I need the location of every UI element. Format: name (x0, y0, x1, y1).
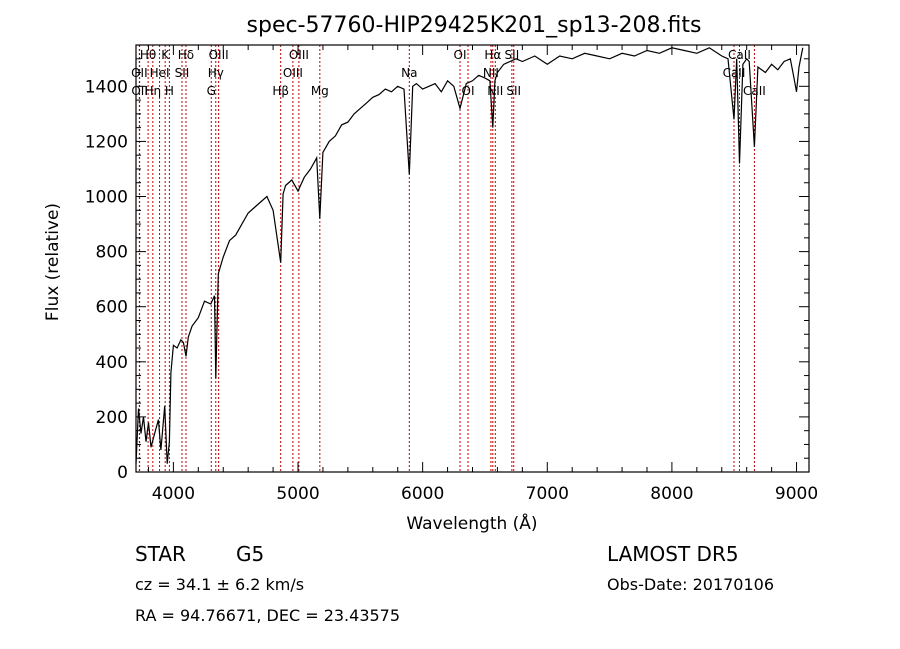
line-marker-label: OI (454, 48, 467, 62)
x-tick-label: 4000 (152, 484, 195, 504)
y-tick-label: 1400 (85, 77, 128, 97)
line-marker-label: Hγ (208, 66, 224, 80)
x-axis-ticks: 4000 5000 6000 7000 8000 9000 (147, 45, 818, 504)
line-marker-label: Hη (145, 84, 162, 98)
survey-name: LAMOST DR5 (607, 542, 739, 566)
line-marker-label: H (165, 84, 174, 98)
line-marker-label: HeI (150, 66, 170, 80)
object-subclass: G5 (236, 542, 264, 566)
y-axis-label: Flux (relative) (43, 203, 63, 321)
x-tick-label: 6000 (401, 484, 444, 504)
line-marker-label: Hθ (140, 48, 156, 62)
obs-date: Obs-Date: 20170106 (607, 575, 774, 594)
line-marker-label: CaII (723, 66, 746, 80)
line-marker-label: Hα (484, 48, 501, 62)
y-tick-label: 200 (96, 408, 128, 428)
y-tick-label: 1000 (85, 188, 128, 208)
y-tick-label: 1200 (85, 132, 128, 152)
line-marker-label: Mg (311, 84, 329, 98)
redshift-value: cz = 34.1 ± 6.2 km/s (135, 575, 304, 594)
x-tick-label: 7000 (526, 484, 569, 504)
y-tick-label: 400 (96, 353, 128, 373)
line-marker-label: OIII (283, 66, 303, 80)
y-tick-label: 800 (96, 243, 128, 263)
spectral-line-markers (138, 45, 755, 472)
line-marker-label: SII (506, 84, 521, 98)
line-marker-label: G (207, 84, 216, 98)
x-tick-label: 5000 (276, 484, 319, 504)
line-marker-label: Hδ (178, 48, 194, 62)
line-marker-label: Na (401, 66, 417, 80)
spectrum-line (135, 47, 804, 464)
y-tick-label: 600 (96, 298, 128, 318)
x-tick-label: 8000 (650, 484, 693, 504)
line-marker-label: CaII (728, 48, 751, 62)
line-marker-label: K (161, 48, 170, 62)
line-marker-label: Hβ (272, 84, 289, 98)
line-marker-label: CaII (743, 84, 766, 98)
x-tick-label: 9000 (775, 484, 818, 504)
line-marker-label: SII (175, 66, 190, 80)
y-tick-label: 0 (117, 463, 128, 483)
object-class: STAR (135, 542, 186, 566)
chart-title: spec-57760-HIP29425K201_sp13-208.fits (247, 13, 702, 38)
line-marker-label: OIII (289, 48, 309, 62)
plot-frame (135, 44, 810, 473)
line-marker-label: OIII (209, 48, 229, 62)
coordinates: RA = 94.76671, DEC = 23.43575 (135, 606, 400, 625)
y-axis-ticks: 0 200 400 600 800 1000 1200 1400 (85, 58, 809, 483)
line-marker-label: NII (483, 66, 499, 80)
x-axis-label: Wavelength (Å) (406, 512, 537, 534)
line-marker-label: SII (505, 48, 520, 62)
